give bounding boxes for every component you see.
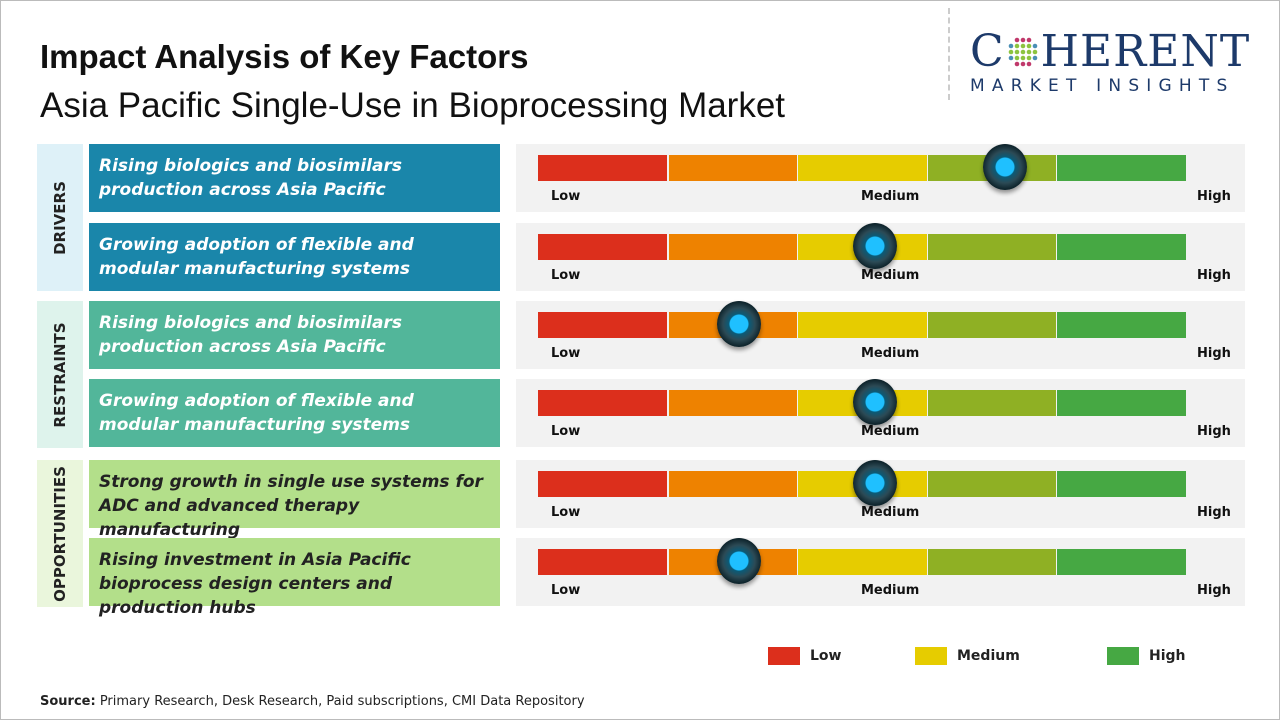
factor-label: Growing adoption of flexible and modular…: [89, 223, 500, 291]
impact-meter: Low Medium High: [516, 301, 1245, 369]
scale-label-low: Low: [551, 583, 581, 598]
scale-segment: [927, 471, 1057, 497]
group-label: OPPORTUNITIES: [51, 465, 69, 602]
factor-label: Strong growth in single use systems for …: [89, 460, 500, 540]
impact-meter: Low Medium High: [516, 538, 1245, 606]
scale-segment: [668, 471, 798, 497]
factor-label: Growing adoption of flexible and modular…: [89, 379, 500, 447]
scale-segment: [927, 234, 1057, 260]
scale-segment: [538, 549, 667, 575]
scale-label-high: High: [1197, 268, 1231, 283]
legend-high: High: [1107, 647, 1186, 665]
page-title: Impact Analysis of Key Factors: [40, 38, 529, 75]
scale-label-medium: Medium: [861, 583, 920, 598]
scale-label-high: High: [1197, 346, 1231, 361]
impact-knob: [852, 379, 897, 425]
scale-label-low: Low: [551, 346, 581, 361]
scale-segment: [668, 155, 798, 181]
impact-knob: [852, 223, 897, 269]
scale-segment: [798, 155, 927, 181]
scale-label-medium: Medium: [861, 424, 920, 439]
legend-low: Low: [768, 647, 841, 665]
scale-segment: [538, 390, 667, 416]
impact-meter: Low Medium High: [516, 379, 1245, 447]
impact-meter: Low Medium High: [516, 223, 1245, 291]
scale-segment: [668, 390, 798, 416]
group-label: RESTRAINTS: [51, 321, 69, 428]
scale-label-medium: Medium: [861, 346, 920, 361]
scale-segment: [1057, 390, 1186, 416]
scale-label-low: Low: [551, 189, 581, 204]
legend-swatch: [1107, 647, 1139, 665]
factor-label: Rising biologics and biosimilars product…: [89, 144, 500, 212]
scale-label-high: High: [1197, 189, 1231, 204]
globe-icon: [1008, 37, 1037, 67]
scale-label-medium: Medium: [861, 189, 920, 204]
group-label: DRIVERS: [51, 180, 69, 255]
logo: C HERENT MARKET INSIGHTS: [970, 26, 1251, 97]
source-note: Source: Primary Research, Desk Research,…: [40, 694, 585, 709]
scale-label-medium: Medium: [861, 268, 920, 283]
scale-label-low: Low: [551, 268, 581, 283]
scale-label-low: Low: [551, 424, 581, 439]
scale-segment: [1057, 155, 1186, 181]
scale-segment: [1057, 549, 1186, 575]
scale-segment: [1057, 312, 1186, 338]
scale-segment: [798, 312, 927, 338]
impact-knob: [852, 460, 897, 506]
impact-meter: Low Medium High: [516, 460, 1245, 528]
group-restraints: RESTRAINTS: [37, 301, 83, 448]
scale-segment: [668, 234, 798, 260]
divider: [948, 8, 950, 100]
group-drivers: DRIVERS: [37, 144, 83, 291]
scale-label-high: High: [1197, 505, 1231, 520]
legend-medium: Medium: [915, 647, 1020, 665]
factor-label: Rising biologics and biosimilars product…: [89, 301, 500, 369]
scale-label-medium: Medium: [861, 505, 920, 520]
scale-segment: [927, 312, 1057, 338]
scale-segment: [1057, 471, 1186, 497]
impact-knob: [716, 301, 761, 347]
scale-segment: [538, 312, 667, 338]
factor-label: Rising investment in Asia Pacific biopro…: [89, 538, 500, 618]
scale-segment: [798, 549, 927, 575]
legend-swatch: [768, 647, 800, 665]
impact-meter: Low Medium High: [516, 144, 1245, 212]
impact-knob: [716, 538, 761, 584]
scale-label-high: High: [1197, 424, 1231, 439]
scale-segment: [538, 155, 667, 181]
scale-segment: [1057, 234, 1186, 260]
legend-swatch: [915, 647, 947, 665]
scale-segment: [927, 390, 1057, 416]
impact-knob: [982, 144, 1027, 190]
scale-label-high: High: [1197, 583, 1231, 598]
group-opportunities: OPPORTUNITIES: [37, 460, 83, 607]
page-subtitle: Asia Pacific Single-Use in Bioprocessing…: [40, 86, 786, 125]
scale-segment: [927, 549, 1057, 575]
scale-label-low: Low: [551, 505, 581, 520]
scale-segment: [538, 471, 667, 497]
scale-segment: [538, 234, 667, 260]
